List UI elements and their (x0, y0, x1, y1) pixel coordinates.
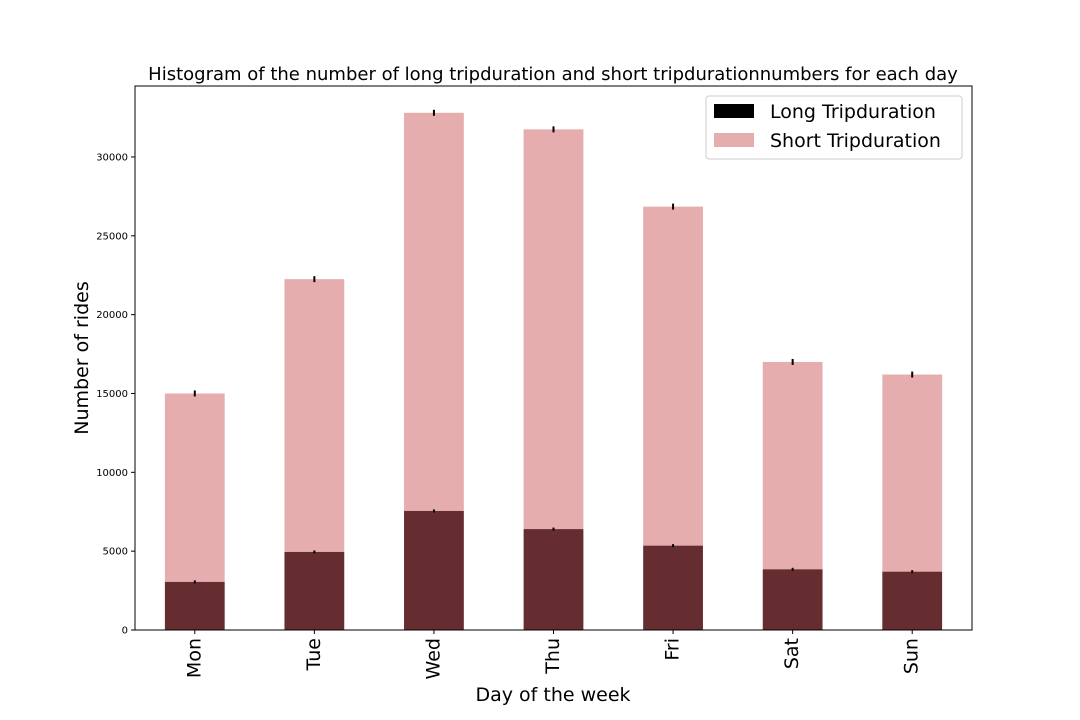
legend: Long Tripduration Short Tripduration (705, 95, 963, 160)
legend-swatch-1 (714, 133, 754, 147)
ytick-label-30000: 30000 (96, 152, 128, 163)
xtick-label-wed: Wed (422, 638, 444, 679)
ytick-label-0: 0 (122, 626, 128, 637)
bar-long-fri (643, 545, 703, 630)
xtick-label-mon: Mon (183, 638, 205, 678)
ytick-label-10000: 10000 (96, 468, 128, 479)
xtick-label-thu: Thu (542, 638, 564, 675)
bar-long-tue (284, 551, 345, 630)
ytick-label-5000: 5000 (103, 547, 128, 558)
xtick-label-sat: Sat (781, 638, 803, 669)
xtick-label-tue: Tue (303, 638, 325, 671)
bar-long-thu (523, 529, 584, 630)
bar-long-wed (404, 510, 464, 630)
ytick-label-25000: 25000 (96, 231, 128, 242)
xtick-label-fri: Fri (662, 638, 684, 661)
error-bars-group (193, 109, 914, 584)
legend-label-0: Long Tripduration (770, 101, 936, 123)
bar-short-wed (404, 112, 464, 511)
bar-short-tue (284, 279, 345, 552)
y-axis-label: Number of rides (71, 281, 93, 434)
bar-long-mon (164, 581, 225, 630)
ytick-label-15000: 15000 (96, 389, 128, 400)
bar-short-sat (762, 361, 823, 570)
ytick-label-20000: 20000 (96, 310, 128, 321)
x-axis-label: Day of the week (475, 684, 630, 706)
legend-swatch-0 (714, 104, 754, 118)
chart-title: Histogram of the number of long tripdura… (148, 64, 958, 85)
legend-box (705, 95, 963, 160)
legend-label-1: Short Tripduration (770, 130, 941, 152)
xtick-label-sun: Sun (901, 638, 923, 674)
bar-long-sat (762, 569, 823, 630)
bar-long-sun (882, 571, 943, 630)
bar-short-sun (882, 374, 943, 572)
bar-short-thu (523, 129, 584, 530)
bars-group (164, 112, 943, 630)
y-axis: 0 5000 10000 15000 20000 25000 30000 (96, 152, 135, 637)
bar-short-mon (164, 393, 225, 582)
x-axis: Mon Tue Wed Thu Fri Sat Sun (183, 630, 923, 679)
bar-short-fri (643, 206, 703, 546)
